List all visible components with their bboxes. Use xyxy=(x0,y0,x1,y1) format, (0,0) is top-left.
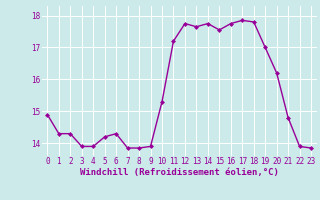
X-axis label: Windchill (Refroidissement éolien,°C): Windchill (Refroidissement éolien,°C) xyxy=(80,168,279,177)
